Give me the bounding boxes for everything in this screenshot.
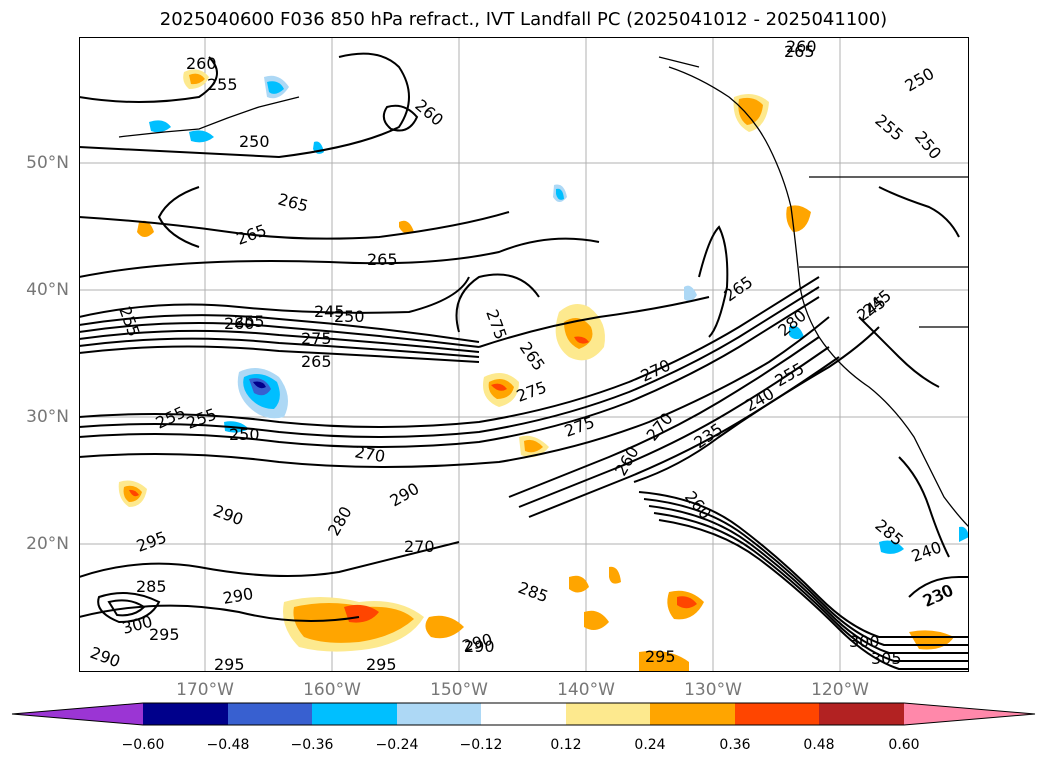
colorbar-tick-label: −0.48 — [206, 737, 250, 753]
colorbar-tick-label: −0.24 — [375, 737, 419, 753]
lon-label-120w: 120°W — [811, 680, 869, 700]
contour-label: 265 — [516, 338, 549, 374]
contour-label: 290 — [387, 479, 423, 511]
contour-label: 295 — [214, 655, 245, 672]
lat-label-20n: 20°N — [26, 534, 69, 554]
contour-label: 300 — [849, 632, 880, 651]
contour-label: 290 — [464, 637, 495, 656]
contour-label: 285 — [871, 516, 907, 550]
contour-label: 260 — [681, 487, 715, 523]
map-canvas: 260 255 265 250 260 250 250 255 260 265 … — [79, 37, 969, 672]
contour-label: 255 — [184, 404, 219, 432]
contour-label: 240 — [909, 537, 944, 565]
contour-label: 285 — [516, 578, 551, 606]
contour-label: 265 — [301, 352, 332, 371]
colorbar-bin — [650, 703, 735, 725]
colorbar-bin — [566, 703, 650, 725]
colorbar-bin — [228, 703, 312, 725]
contour-label: 250 — [334, 307, 365, 326]
contour-label: 255 — [871, 111, 907, 145]
contour-label: 255 — [153, 402, 189, 432]
colorbar-tick-label: 0.24 — [634, 737, 666, 753]
contour-label: 260 — [224, 314, 255, 333]
map-panel: 260 255 265 250 260 250 250 255 260 265 … — [79, 37, 969, 672]
colorbar-tick-label: 0.36 — [719, 737, 751, 753]
contour-lines — [79, 52, 969, 670]
contour-label: 265 — [276, 190, 310, 216]
contour-label: 295 — [149, 625, 180, 644]
contour-label: 260 — [411, 96, 447, 130]
contour-label: 260 — [786, 37, 817, 56]
lat-label-50n: 50°N — [26, 153, 69, 173]
contour-label: 295 — [645, 647, 676, 666]
contour-label: 280 — [324, 503, 356, 539]
coastline — [118, 56, 969, 528]
contour-label: 275 — [514, 377, 549, 405]
lat-label-40n: 40°N — [26, 280, 69, 300]
negative-anomaly-shading — [149, 75, 969, 554]
contour-label: 305 — [871, 649, 902, 668]
contour-label: 250 — [911, 127, 945, 163]
contour-label: 295 — [366, 655, 397, 672]
contour-labels: 260 255 265 250 260 250 250 255 260 265 … — [88, 37, 957, 672]
contour-label: 290 — [88, 643, 123, 671]
colorbar-bin — [397, 703, 481, 725]
colorbar-bin — [819, 703, 904, 725]
lon-label-130w: 130°W — [684, 680, 742, 700]
colorbar-tick-label: 0.48 — [803, 737, 835, 753]
colorbar-tick-label: −0.12 — [459, 737, 503, 753]
lon-label-170w: 170°W — [176, 680, 234, 700]
contour-label: 265 — [234, 220, 269, 248]
positive-anomaly-shading — [118, 69, 954, 672]
contour-label: 275 — [482, 307, 510, 342]
colorbar — [11, 702, 1036, 726]
colorbar-under-arrow — [12, 703, 143, 725]
lon-label-140w: 140°W — [557, 680, 615, 700]
contour-label: 250 — [239, 132, 270, 151]
colorbar-bin — [312, 703, 397, 725]
contour-label: 265 — [367, 250, 398, 269]
contour-label: 270 — [404, 537, 435, 556]
contour-label: 255 — [772, 359, 808, 391]
contour-label: 235 — [690, 419, 726, 452]
lon-label-160w: 160°W — [303, 680, 361, 700]
lon-label-150w: 150°W — [430, 680, 488, 700]
colorbar-tick-label: 0.12 — [550, 737, 582, 753]
colorbar-over-arrow — [904, 703, 1035, 725]
colorbar-tick-label: −0.36 — [290, 737, 334, 753]
colorbar-tick-label: 0.60 — [888, 737, 920, 753]
map-title: 2025040600 F036 850 hPa refract., IVT La… — [159, 9, 888, 30]
colorbar-bin — [481, 703, 566, 725]
contour-label: 285 — [136, 577, 167, 596]
contour-label: 290 — [221, 584, 254, 608]
contour-label: 265 — [784, 42, 815, 61]
contour-label: 270 — [353, 442, 386, 466]
contour-label: 275 — [301, 329, 332, 348]
colorbar-tick-label: −0.60 — [121, 737, 165, 753]
lat-label-30n: 30°N — [26, 407, 69, 427]
colorbar-bin — [143, 703, 228, 725]
contour-label: 250 — [229, 425, 260, 444]
contour-label: 250 — [902, 64, 938, 96]
contour-label: 290 — [211, 501, 246, 529]
contour-label: 255 — [207, 75, 238, 94]
contour-label: 245 — [314, 302, 345, 321]
contour-label: 255 — [234, 312, 265, 331]
contour-label: 260 — [186, 54, 217, 73]
contour-label: 295 — [134, 527, 169, 555]
colorbar-bin — [735, 703, 819, 725]
contour-label: 265 — [720, 272, 756, 305]
